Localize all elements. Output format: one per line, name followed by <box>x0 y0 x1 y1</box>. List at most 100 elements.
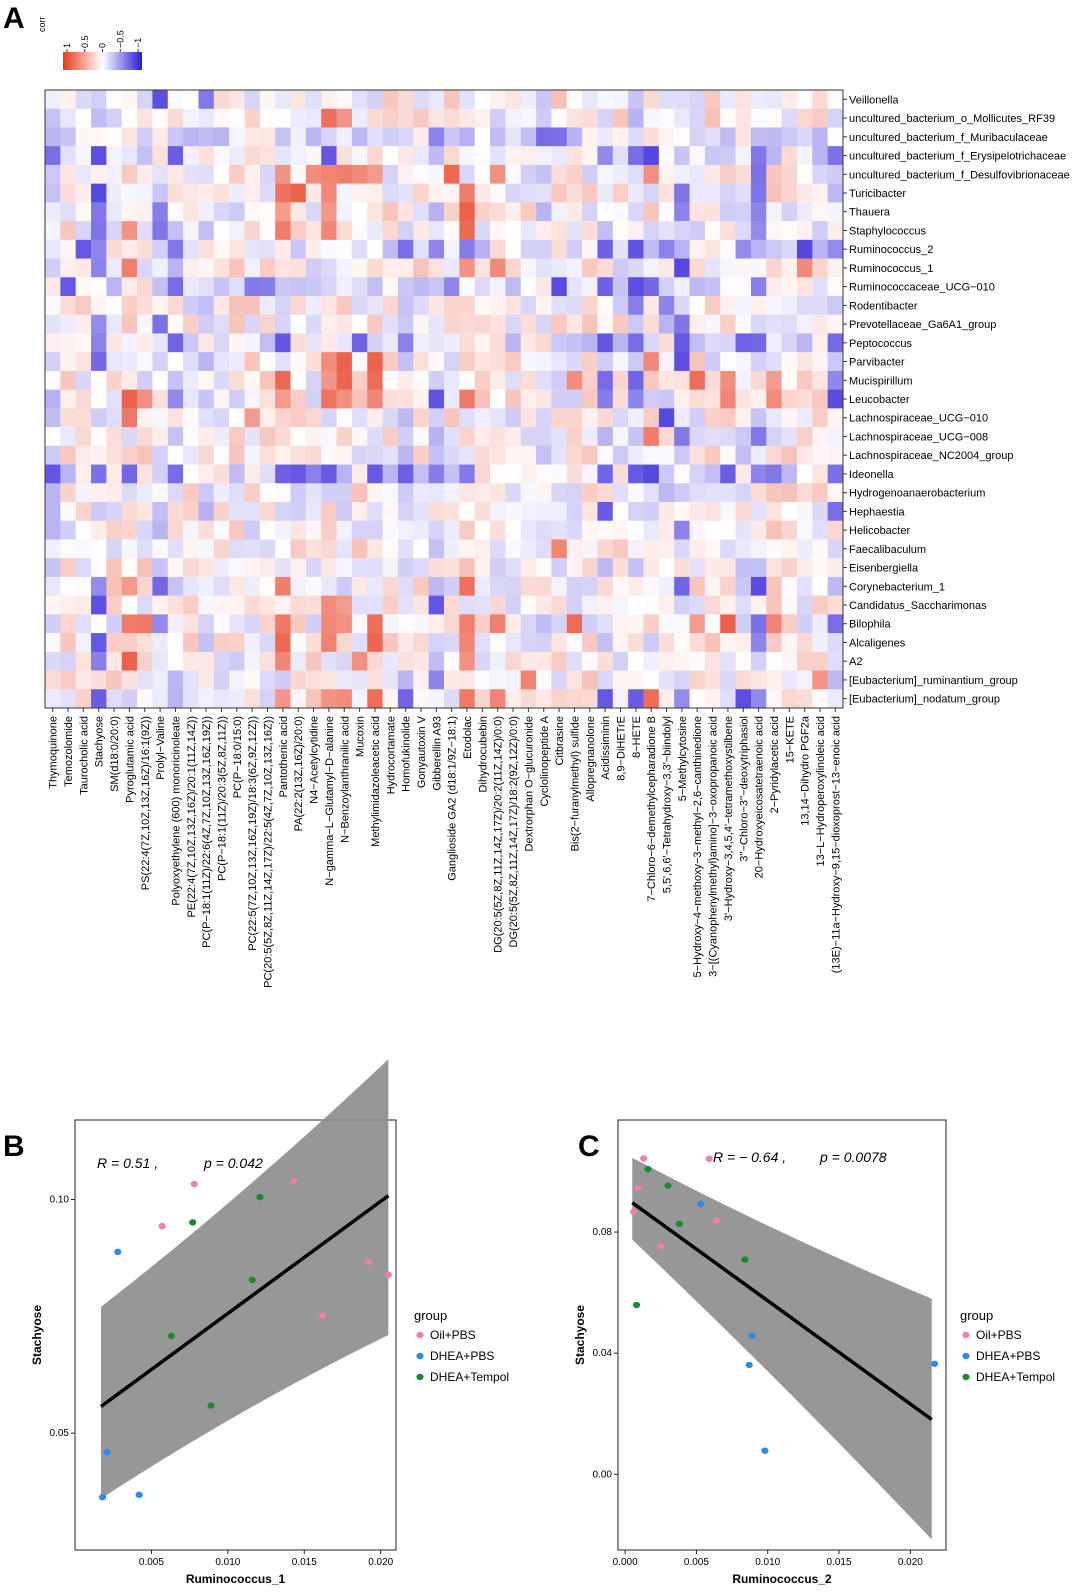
heatmap-cell <box>766 445 782 465</box>
heatmap-cell <box>582 164 598 184</box>
heatmap-cell <box>290 239 307 259</box>
heatmap-cell <box>520 520 537 540</box>
heatmap-cell <box>75 277 92 297</box>
column-label: Dihydrocubebin <box>477 716 489 792</box>
heatmap-cell <box>628 202 644 222</box>
heatmap-cell <box>628 352 644 372</box>
heatmap-cell <box>137 258 153 278</box>
heatmap-cell <box>643 558 660 578</box>
heatmap-cell <box>490 689 506 709</box>
heatmap-cell <box>305 352 322 372</box>
heatmap-cell <box>397 333 414 353</box>
heatmap-cell <box>183 633 199 653</box>
heatmap-cell <box>198 689 215 709</box>
heatmap-cell <box>351 464 368 484</box>
heatmap-cell <box>520 595 537 615</box>
heatmap-cell <box>597 483 614 503</box>
heatmap-cell <box>275 689 291 709</box>
heatmap-cell <box>505 146 522 166</box>
heatmap-cell <box>75 576 92 596</box>
heatmap-cell <box>121 202 138 222</box>
heatmap-cell <box>213 389 230 409</box>
heatmap-cell <box>45 239 61 259</box>
heatmap-cell <box>45 314 61 334</box>
heatmap-cell <box>45 258 61 278</box>
heatmap-cell <box>229 108 245 128</box>
column-label: Polyoxyethylene (600) monoricinoleate <box>170 716 182 906</box>
heatmap-cell <box>536 427 552 447</box>
column-label: N−gamma−L−Glutamyl−D−alanine <box>324 716 336 886</box>
heatmap-cell <box>275 333 291 353</box>
heatmap-cell <box>106 127 123 147</box>
heatmap-cell <box>167 651 184 671</box>
heatmap-cell <box>382 595 399 615</box>
heatmap-cell <box>689 258 706 278</box>
heatmap-cell <box>750 689 767 709</box>
heatmap-cell <box>351 408 368 428</box>
heatmap-cell <box>490 90 506 110</box>
heatmap-cell <box>536 370 552 390</box>
heatmap-cell <box>704 595 721 615</box>
heatmap-cell <box>321 239 337 259</box>
heatmap-cell <box>60 389 76 409</box>
heatmap-cell <box>551 239 568 259</box>
column-label: PS(22:4(7Z,10Z,13Z,16Z)/16:1(9Z)) <box>140 716 152 890</box>
heatmap-cell <box>536 595 552 615</box>
heatmap-cell <box>643 183 660 203</box>
heatmap-cell <box>827 614 844 634</box>
heatmap-cell <box>796 539 813 559</box>
data-point <box>697 1200 705 1208</box>
heatmap-cell <box>444 127 460 147</box>
heatmap-cell <box>275 277 291 297</box>
heatmap-cell <box>137 502 153 522</box>
heatmap-cell <box>305 576 322 596</box>
heatmap-cell <box>444 539 460 559</box>
heatmap-cell <box>60 520 76 540</box>
heatmap-cell <box>351 164 368 184</box>
heatmap-cell <box>428 277 445 297</box>
heatmap-cell <box>474 483 491 503</box>
heatmap-cell <box>45 202 61 222</box>
heatmap-cell <box>474 277 491 297</box>
heatmap-cell <box>137 389 153 409</box>
row-label: Helicobacter <box>849 525 910 537</box>
heatmap-cell <box>137 633 153 653</box>
heatmap-cell <box>244 670 261 690</box>
heatmap-cell <box>444 408 460 428</box>
heatmap-cell <box>505 651 522 671</box>
heatmap-cell <box>382 314 399 334</box>
heatmap-cell <box>566 258 583 278</box>
heatmap-cell <box>704 221 721 241</box>
heatmap-cell <box>551 464 568 484</box>
heatmap-cell <box>259 502 276 522</box>
heatmap-cell <box>812 520 828 540</box>
heatmap-cell <box>459 464 475 484</box>
heatmap-cell <box>183 445 199 465</box>
heatmap-cell <box>397 614 414 634</box>
heatmap-cell <box>351 333 368 353</box>
heatmap-cell <box>444 202 460 222</box>
heatmap-cell <box>321 558 337 578</box>
heatmap-cell <box>597 633 614 653</box>
heatmap-cell <box>413 239 429 259</box>
heatmap-cell <box>45 90 61 110</box>
heatmap-cell <box>459 164 475 184</box>
heatmap-cell <box>796 558 813 578</box>
heatmap-cell <box>628 277 644 297</box>
heatmap-cell <box>75 127 92 147</box>
heatmap-cell <box>336 239 353 259</box>
heatmap-cell <box>290 576 307 596</box>
heatmap-cell <box>244 352 261 372</box>
row-label: Thauera <box>849 207 891 219</box>
heatmap-cell <box>275 445 291 465</box>
heatmap-cell <box>183 689 199 709</box>
heatmap-cell <box>689 314 706 334</box>
row-label: Corynebacterium_1 <box>849 581 945 593</box>
heatmap-cell <box>198 502 215 522</box>
heatmap-cell <box>827 689 844 709</box>
heatmap-cell <box>520 314 537 334</box>
heatmap-cell <box>812 258 828 278</box>
heatmap-cell <box>781 296 798 316</box>
heatmap-cell <box>689 502 706 522</box>
heatmap-cell <box>490 164 506 184</box>
